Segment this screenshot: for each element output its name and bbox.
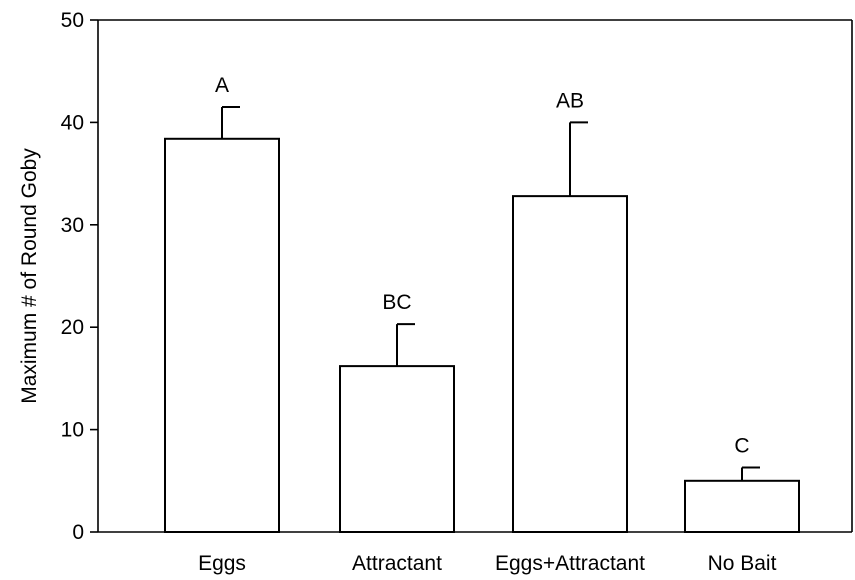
bar [684, 479, 800, 533]
significance-label: AB [556, 89, 584, 112]
significance-label: BC [382, 291, 411, 314]
significance-label: A [215, 74, 229, 97]
y-tick-label: 10 [61, 419, 84, 442]
significance-label: C [734, 434, 749, 457]
y-ticks: 0 10 20 30 40 50 [61, 9, 98, 544]
bar [512, 195, 628, 534]
x-tick-label: Eggs+Attractant [495, 552, 645, 575]
bar [339, 365, 455, 533]
bars [164, 137, 800, 534]
y-tick-label: 0 [72, 521, 84, 544]
y-tick-label: 20 [61, 316, 84, 339]
y-tick-label: 50 [61, 9, 84, 32]
y-axis-title: Maximum # of Round Goby [18, 148, 41, 404]
x-tick-label: No Bait [708, 552, 777, 575]
y-tick-label: 30 [61, 214, 84, 237]
x-tick-label: Attractant [352, 552, 442, 575]
y-tick-label: 40 [61, 111, 84, 134]
x-tick-label: Eggs [198, 552, 246, 575]
x-tick-labels: Eggs Attractant Eggs+Attractant No Bait [198, 552, 777, 575]
error-bars [221, 106, 760, 481]
bar [164, 137, 280, 533]
